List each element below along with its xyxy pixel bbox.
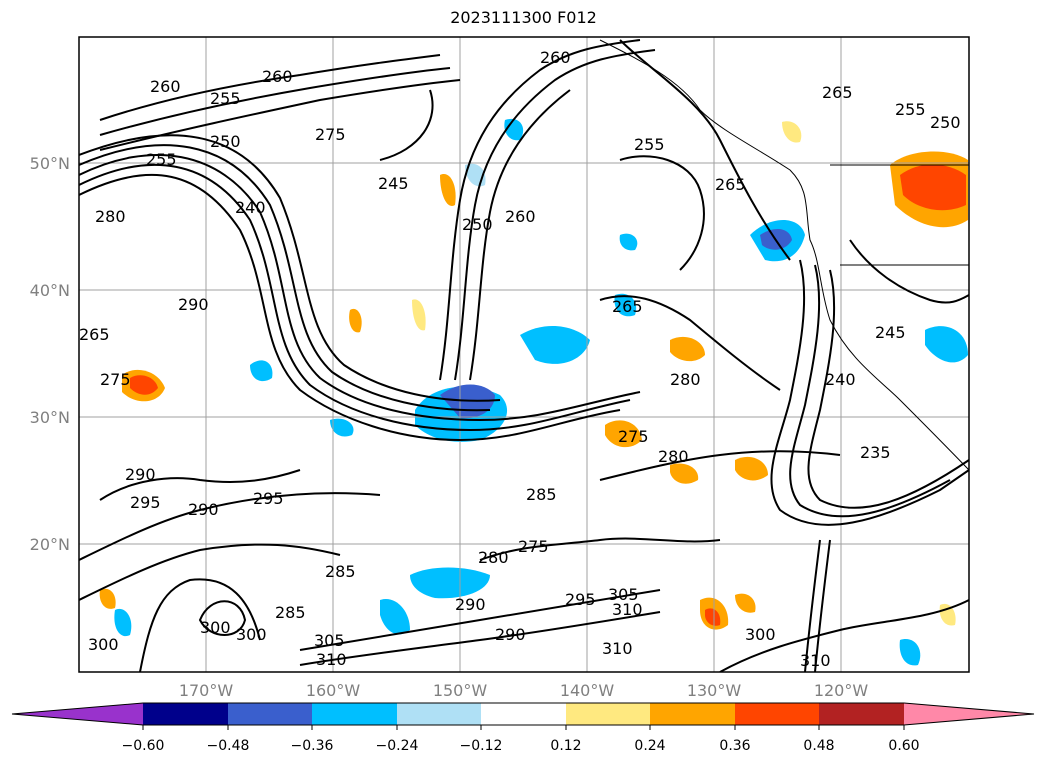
lat-label: 20°N <box>30 535 70 554</box>
contour-label: 260 <box>505 207 536 226</box>
contour-label: 250 <box>462 215 493 234</box>
colorbar-segment <box>143 703 228 725</box>
contour-label: 280 <box>478 548 509 567</box>
contour-label: 275 <box>518 537 549 556</box>
contour-label: 305 <box>314 631 345 650</box>
colorbar-segment <box>481 703 566 725</box>
contour-label: 240 <box>825 370 856 389</box>
lon-label: 170°W <box>179 681 234 700</box>
colorbar-segment <box>312 703 397 725</box>
contour-label: 305 <box>608 585 639 604</box>
contour-label: 275 <box>100 370 131 389</box>
contour-label: 240 <box>235 198 266 217</box>
longitude-axis: 170°W 160°W 150°W 140°W 130°W 120°W <box>179 681 869 700</box>
contour-label: 310 <box>612 600 643 619</box>
colorbar-tick-label: 0.48 <box>803 738 834 754</box>
map-title: 2023111300 F012 <box>450 8 597 27</box>
contour-label-group: 260 260 255 250 260 255 275 245 250 260 … <box>79 48 961 670</box>
contour-label: 265 <box>79 325 110 344</box>
contour-label: 255 <box>895 100 926 119</box>
contour-label: 265 <box>822 83 853 102</box>
contour-label: 280 <box>658 447 689 466</box>
lon-label: 160°W <box>306 681 361 700</box>
contour-label: 260 <box>540 48 571 67</box>
contour-label: 295 <box>565 590 596 609</box>
plot-frame <box>78 36 970 673</box>
colorbar-tick-label: 0.60 <box>888 738 919 754</box>
contour-label: 265 <box>612 297 643 316</box>
lat-label: 50°N <box>30 154 70 173</box>
contour-label: 310 <box>602 639 633 658</box>
contour-label: 290 <box>455 595 486 614</box>
contour-label: 255 <box>146 150 177 169</box>
contour-label: 285 <box>526 485 557 504</box>
contour-label: 310 <box>316 650 347 669</box>
contour-label: 245 <box>378 174 409 193</box>
contour-label: 300 <box>236 625 267 644</box>
contour-label: 295 <box>130 493 161 512</box>
lon-label: 130°W <box>687 681 742 700</box>
lat-label: 40°N <box>30 281 70 300</box>
colorbar-segment <box>566 703 650 725</box>
contour-label: 285 <box>275 603 306 622</box>
lat-label: 30°N <box>30 408 70 427</box>
contour-label: 245 <box>875 323 906 342</box>
contour-label: 300 <box>88 635 119 654</box>
lon-label: 140°W <box>560 681 615 700</box>
contour-label: 250 <box>930 113 961 132</box>
positive-anomaly-shading <box>99 121 968 630</box>
colorbar-tick-label: 0.36 <box>719 738 750 754</box>
colorbar-tick-label: −0.12 <box>460 738 503 754</box>
colorbar-segment <box>735 703 819 725</box>
coastlines <box>599 39 969 471</box>
contour-label: 280 <box>670 370 701 389</box>
contour-label: 290 <box>188 500 219 519</box>
contour-label: 290 <box>495 625 526 644</box>
colorbar-tick-label: −0.60 <box>122 738 165 754</box>
latitude-axis: 50°N 40°N 30°N 20°N <box>30 154 70 554</box>
contour-label: 255 <box>634 135 665 154</box>
colorbar-extend-min <box>12 703 143 725</box>
contour-label: 280 <box>95 207 126 226</box>
contour-label: 250 <box>210 132 241 151</box>
colorbar-tick-label: 0.12 <box>550 738 581 754</box>
contour-label: 300 <box>745 625 776 644</box>
colorbar-segment <box>228 703 312 725</box>
colorbar-segment <box>650 703 735 725</box>
contour-label: 275 <box>618 427 649 446</box>
contour-label: 290 <box>125 465 156 484</box>
contour-label: 260 <box>150 77 181 96</box>
colorbar-tick-label: −0.24 <box>376 738 419 754</box>
contour-label: 265 <box>715 175 746 194</box>
contour-label: 235 <box>860 443 891 462</box>
contour-label: 255 <box>210 89 241 108</box>
colorbar-tick-label: −0.36 <box>291 738 334 754</box>
colorbar-segment <box>397 703 481 725</box>
lon-label: 150°W <box>433 681 488 700</box>
lon-label: 120°W <box>814 681 869 700</box>
contour-label: 285 <box>325 562 356 581</box>
contour-label: 295 <box>253 489 284 508</box>
colorbar-extend-max <box>904 703 1034 725</box>
plot-background <box>79 37 969 672</box>
contour-label: 275 <box>315 125 346 144</box>
contour-label: 290 <box>178 295 209 314</box>
colorbar-tick-label: 0.24 <box>634 738 665 754</box>
contour-label: 260 <box>262 67 293 86</box>
colorbar: −0.60 −0.48 −0.36 −0.24 −0.12 0.12 0.24 … <box>11 702 1035 754</box>
contour-label: 300 <box>200 618 231 637</box>
colorbar-tick-label: −0.48 <box>207 738 250 754</box>
colorbar-segment <box>819 703 904 725</box>
contour-label: 310 <box>800 651 831 670</box>
contour-lines <box>79 39 969 672</box>
